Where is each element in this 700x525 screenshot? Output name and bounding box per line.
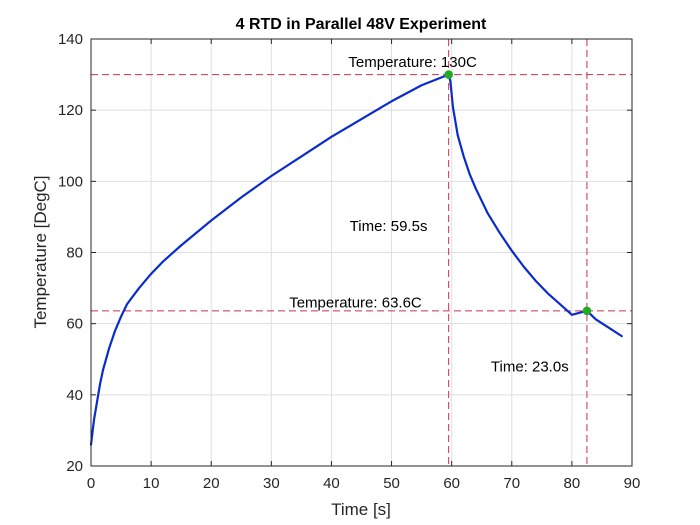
y-tick-label: 100 (58, 173, 83, 190)
x-ticks: 0 10 20 30 40 50 60 70 80 90 (87, 39, 641, 492)
x-tick-label: 30 (263, 475, 280, 492)
x-axis-label: Time [s] (331, 500, 391, 519)
y-tick-label: 20 (66, 458, 83, 475)
annotation-label: Temperature: 130C (348, 54, 477, 71)
chart-title: 4 RTD in Parallel 48V Experiment (236, 16, 487, 33)
x-tick-label: 0 (87, 475, 95, 492)
reference-lines (91, 39, 632, 466)
y-tick-label: 40 (66, 387, 83, 404)
y-tick-label: 120 (58, 102, 83, 119)
y-tick-label: 80 (66, 245, 83, 262)
data-point-marker (444, 70, 453, 79)
x-tick-label: 60 (443, 475, 460, 492)
y-tick-label: 60 (66, 316, 83, 333)
annotation-label: Temperature: 63.6C (289, 294, 422, 311)
data-point-marker (582, 306, 592, 316)
x-tick-label: 10 (143, 475, 160, 492)
x-tick-label: 40 (323, 475, 340, 492)
y-axis-label: Temperature [DegC] (31, 175, 50, 328)
x-tick-label: 80 (564, 475, 581, 492)
markers-group (444, 70, 592, 316)
temperature-series-line (89, 73, 623, 446)
y-ticks: 20 40 60 80 100 120 140 (58, 31, 632, 475)
x-tick-label: 70 (503, 475, 520, 492)
annotations-group: Temperature: 130C Time: 59.5s Temperature:… (289, 54, 569, 375)
y-tick-label: 140 (58, 31, 83, 48)
annotation-label: Time: 59.5s (350, 218, 428, 235)
series-group (89, 73, 623, 446)
annotation-label: Time: 23.0s (491, 358, 569, 375)
x-tick-label: 50 (383, 475, 400, 492)
x-tick-label: 20 (203, 475, 220, 492)
x-tick-label: 90 (624, 475, 641, 492)
